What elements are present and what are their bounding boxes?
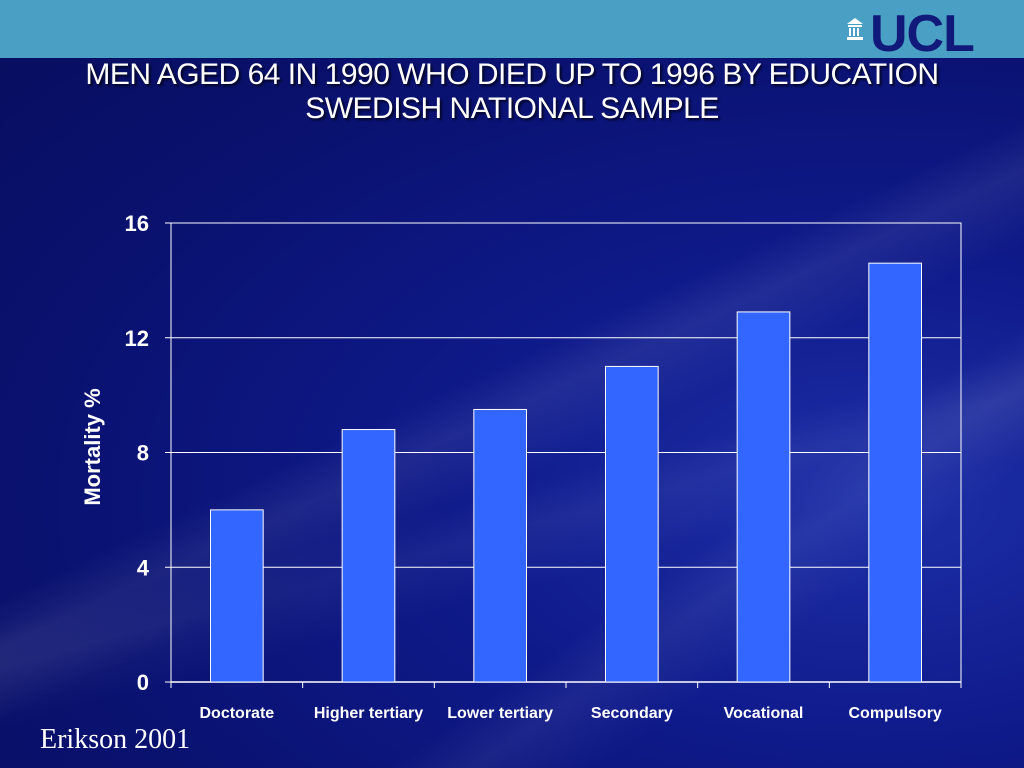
y-tick-label: 0 xyxy=(137,670,149,695)
source-citation: Erikson 2001 xyxy=(40,724,191,755)
title-line-2: SWEDISH NATIONAL SAMPLE xyxy=(305,92,719,125)
bar xyxy=(605,365,659,683)
portico-icon xyxy=(847,18,863,40)
x-tick-label: Secondary xyxy=(591,705,673,722)
y-tick-label: 12 xyxy=(125,326,149,351)
y-axis-label: Mortality % xyxy=(80,388,105,505)
bar xyxy=(210,509,264,683)
bar xyxy=(868,262,922,683)
page-title: MEN AGED 64 IN 1990 WHO DIED UP TO 1996 … xyxy=(0,58,1024,126)
title-line-1: MEN AGED 64 IN 1990 WHO DIED UP TO 1996 … xyxy=(85,58,939,91)
bar xyxy=(473,408,528,683)
x-tick-label: Higher tertiary xyxy=(314,705,423,722)
logo-text: UCL xyxy=(870,5,975,63)
x-tick-label: Doctorate xyxy=(199,705,274,722)
y-tick-label: 16 xyxy=(125,211,149,236)
bar xyxy=(341,429,396,683)
x-tick-label: Compulsory xyxy=(848,705,941,722)
x-tick-label: Vocational xyxy=(724,705,804,722)
x-tick-label: Lower tertiary xyxy=(447,705,553,722)
y-tick-label: 8 xyxy=(137,441,149,466)
ucl-logo: UCL xyxy=(846,5,975,63)
y-tick-label: 4 xyxy=(137,555,150,580)
bar xyxy=(736,311,791,683)
